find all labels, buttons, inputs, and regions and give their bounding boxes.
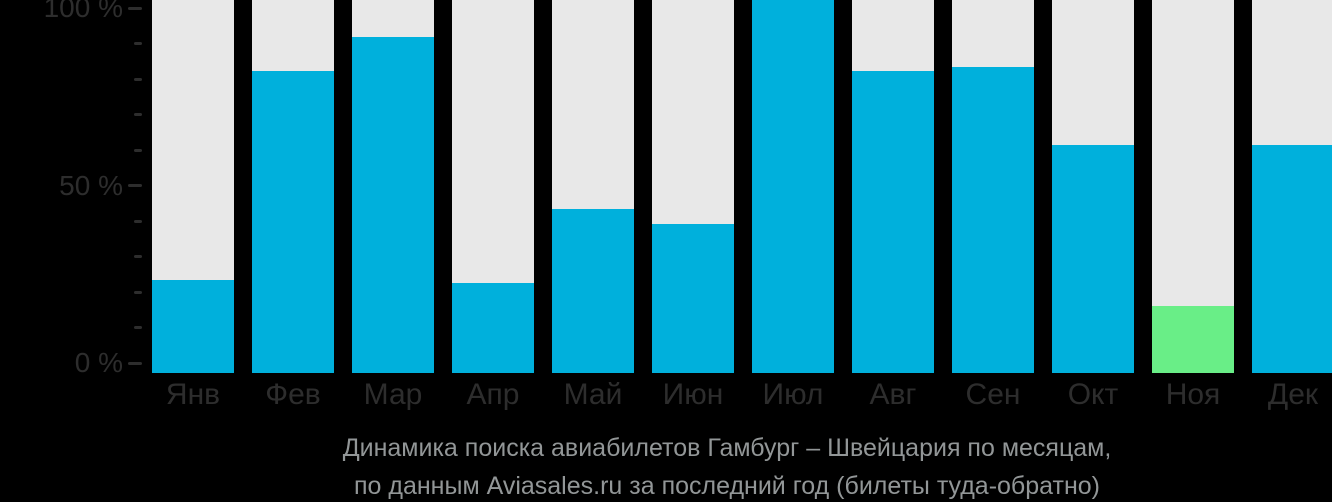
bar-slot [452, 0, 534, 373]
bar-fill[interactable] [952, 67, 1034, 373]
bar-fill[interactable] [552, 208, 634, 373]
x-axis-label: Май [563, 378, 623, 411]
bar-slot [652, 0, 734, 373]
bar-fill[interactable] [1252, 145, 1332, 373]
caption-line-1: Динамика поиска авиабилетов Гамбург – Шв… [342, 434, 1112, 462]
x-axis-label: Июн [662, 378, 724, 411]
y-axis-tick-major [128, 184, 142, 187]
bar-fill[interactable] [152, 279, 234, 373]
y-axis-tick-major [128, 6, 142, 10]
x-axis-label: Янв [165, 378, 221, 411]
bar-slot [152, 0, 234, 373]
y-axis-tick-major [128, 361, 142, 365]
bar-fill[interactable] [452, 283, 534, 373]
y-axis-label: 50 % [59, 169, 123, 201]
y-axis-tick-minor [134, 42, 142, 45]
bar-slot [252, 0, 334, 373]
bar-fill-highlighted[interactable] [1152, 305, 1234, 373]
bar-fill[interactable] [652, 223, 734, 373]
x-axis-label: Авг [869, 378, 917, 411]
y-axis-label: 0 % [74, 347, 123, 378]
bar-fill[interactable] [852, 70, 934, 373]
bar-slot [1252, 0, 1332, 373]
x-axis-label: Фев [265, 378, 321, 411]
bar-slot [552, 0, 634, 373]
y-axis-tick-minor [134, 113, 142, 116]
y-axis-tick-minor [134, 255, 142, 258]
bar-fill[interactable] [752, 0, 834, 373]
y-axis-label: 100 % [43, 0, 123, 23]
x-axis-label: Мар [363, 378, 423, 411]
bar-slot [352, 0, 434, 373]
caption-line-2: по данным Aviasales.ru за последний год … [354, 472, 1100, 500]
bar-slot [852, 0, 934, 373]
bar-fill[interactable] [1052, 145, 1134, 373]
y-axis-tick-minor [134, 219, 142, 223]
x-axis-label: Ноя [1165, 378, 1221, 411]
x-axis-label: Дек [1267, 378, 1319, 411]
bar-fill[interactable] [252, 70, 334, 373]
y-axis: 100 % 50 % 0 % [0, 0, 123, 400]
y-axis-tick-minor [134, 326, 142, 329]
bar-slot [1052, 0, 1134, 373]
chart-caption: Динамика поиска авиабилетов Гамбург – Шв… [0, 429, 1332, 502]
x-axis-label: Апр [466, 378, 520, 411]
x-axis-label: Июл [762, 378, 824, 411]
bar-slot [952, 0, 1034, 373]
bar-slot [1152, 0, 1234, 373]
y-axis-tick-minor [134, 77, 142, 81]
y-axis-tick-minor [134, 290, 142, 294]
y-axis-tick-minor [134, 148, 142, 152]
bar-slot [752, 0, 834, 373]
x-axis-label: Сен [965, 378, 1021, 411]
x-axis-label: Окт [1067, 378, 1119, 411]
bar-fill[interactable] [352, 37, 434, 373]
